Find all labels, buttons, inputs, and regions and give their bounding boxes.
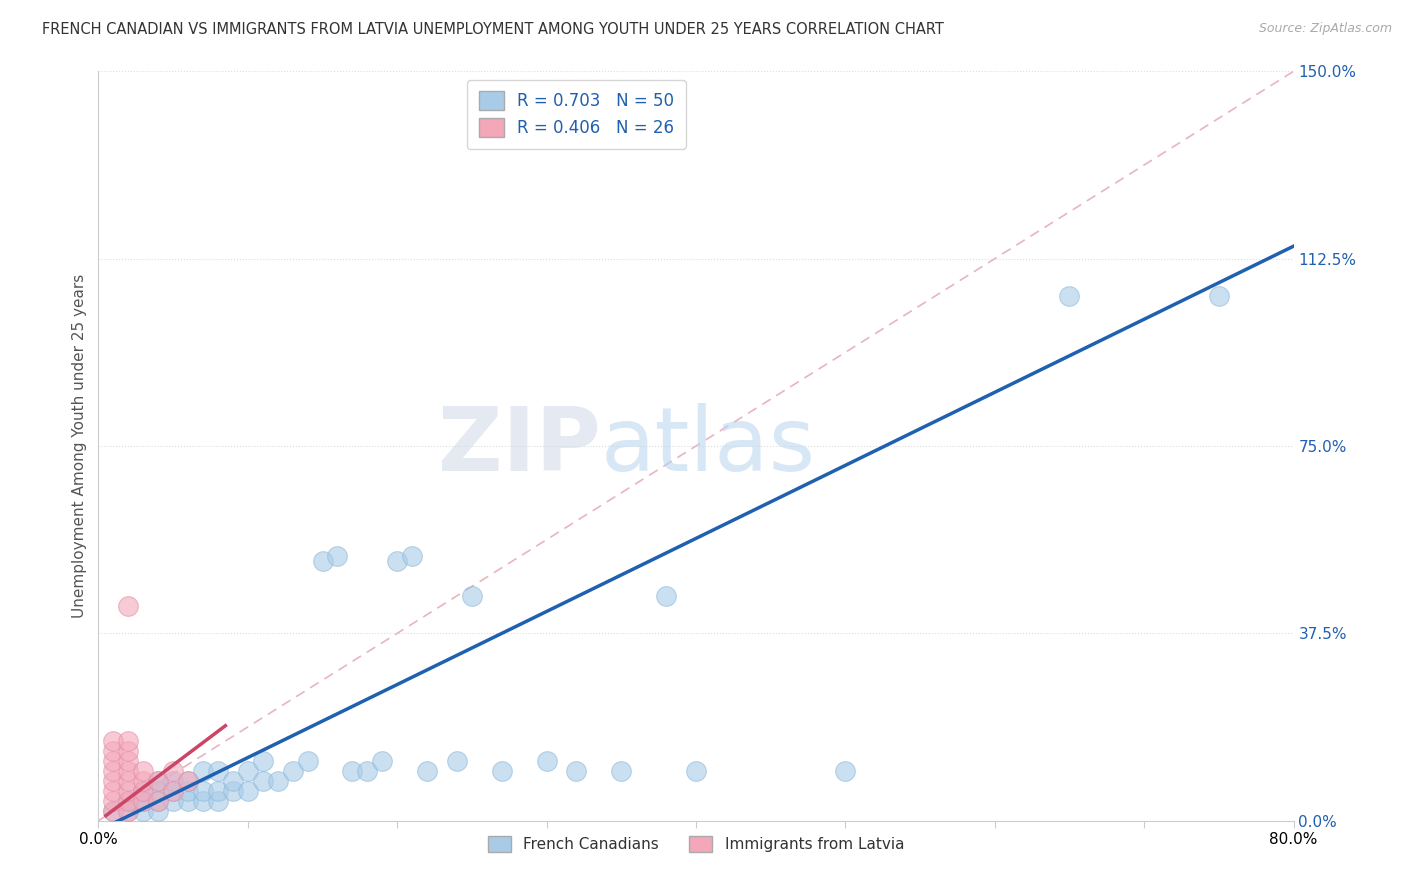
Point [117,773,139,788]
Point [162,764,184,778]
Point [191,783,214,797]
Point [191,794,214,808]
Text: Source: ZipAtlas.com: Source: ZipAtlas.com [1258,22,1392,36]
Point [834,764,856,778]
Point [207,764,229,778]
Point [1208,289,1230,303]
Point [311,554,333,568]
Point [610,764,633,778]
Point [117,783,139,797]
Point [536,754,558,768]
Point [103,794,125,808]
Point [162,773,184,788]
Point [162,783,184,797]
Point [1059,289,1081,303]
Point [222,773,245,788]
Point [117,754,139,768]
Point [565,764,588,778]
Point [207,783,229,797]
Point [252,754,274,768]
Point [148,794,170,808]
Point [117,804,139,818]
Point [356,764,378,778]
Text: ZIP: ZIP [437,402,600,490]
Point [491,764,513,778]
Point [236,783,259,797]
Point [132,764,155,778]
Point [401,549,423,563]
Point [342,764,364,778]
Point [132,783,155,797]
Point [162,794,184,808]
Point [371,754,394,768]
Point [385,554,409,568]
Text: FRENCH CANADIAN VS IMMIGRANTS FROM LATVIA UNEMPLOYMENT AMONG YOUTH UNDER 25 YEAR: FRENCH CANADIAN VS IMMIGRANTS FROM LATVI… [42,22,943,37]
Point [416,764,439,778]
Point [222,783,245,797]
Point [655,589,678,603]
Point [177,773,200,788]
Point [132,773,155,788]
Y-axis label: Unemployment Among Youth under 25 years: Unemployment Among Youth under 25 years [72,274,87,618]
Text: atlas: atlas [600,402,815,490]
Point [148,773,170,788]
Point [117,764,139,778]
Point [297,754,319,768]
Point [281,764,304,778]
Point [148,794,170,808]
Point [148,773,170,788]
Point [236,764,259,778]
Point [103,754,125,768]
Point [132,804,155,818]
Point [117,804,139,818]
Point [326,549,349,563]
Point [267,773,290,788]
Point [162,783,184,797]
Point [207,794,229,808]
Point [117,794,139,808]
Point [252,773,274,788]
Point [148,783,170,797]
Point [461,589,484,603]
Point [103,744,125,758]
Point [117,744,139,758]
Point [103,733,125,747]
Point [132,794,155,808]
Point [177,783,200,797]
Point [132,783,155,797]
Point [148,804,170,818]
Point [177,794,200,808]
Point [685,764,707,778]
Point [103,804,125,818]
Point [103,764,125,778]
Point [117,794,139,808]
Point [177,773,200,788]
Point [117,733,139,747]
Point [191,764,214,778]
Point [446,754,468,768]
Point [103,783,125,797]
Point [103,773,125,788]
Point [117,599,139,613]
Point [103,804,125,818]
Legend: French Canadians, Immigrants from Latvia: French Canadians, Immigrants from Latvia [482,830,910,858]
Point [132,794,155,808]
